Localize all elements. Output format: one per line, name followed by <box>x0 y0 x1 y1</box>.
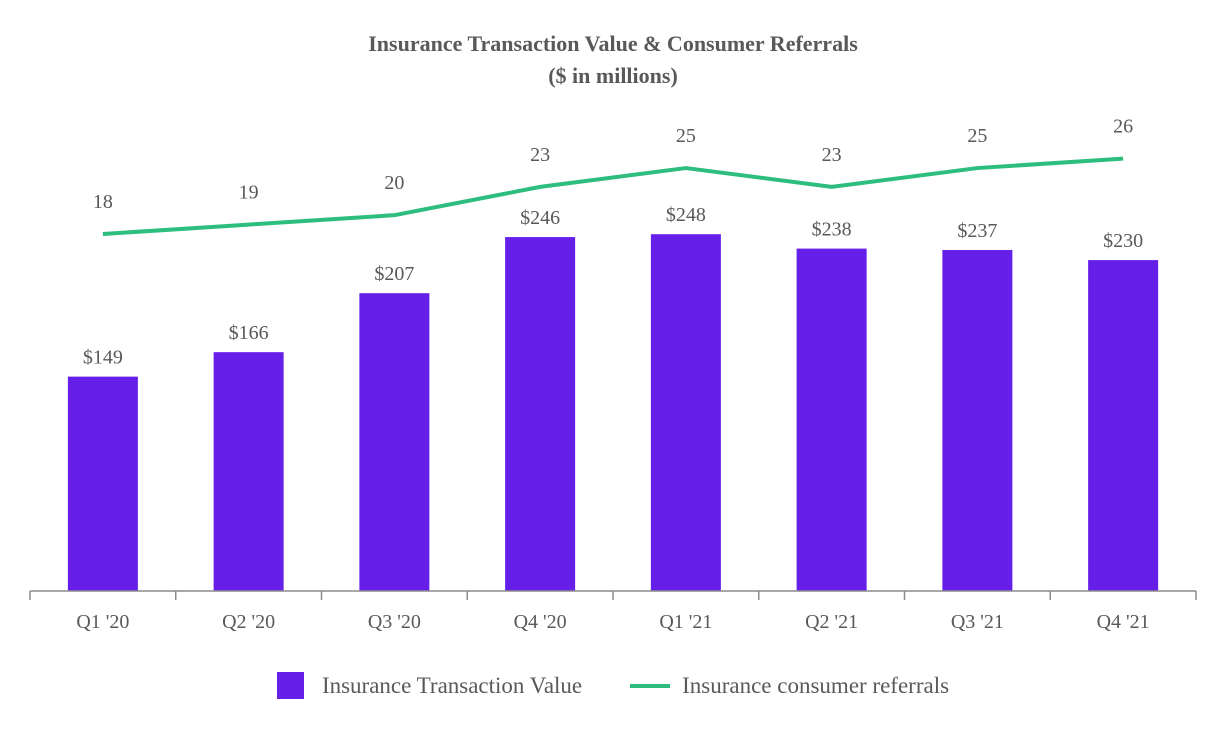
bar-data-label: $248 <box>666 204 706 226</box>
legend-label-transaction-value: Insurance Transaction Value <box>321 672 583 698</box>
bar-transaction-value <box>67 376 138 591</box>
chart-title: Insurance Transaction Value & Consumer R… <box>368 31 858 56</box>
legend-label-consumer-referrals: Insurance consumer referrals <box>682 672 950 698</box>
bars-layer: $149 $166 $207 $246 $248 $238 $237 $230 <box>67 204 1159 591</box>
bar-transaction-value <box>359 293 430 591</box>
bar-transaction-value <box>796 248 867 591</box>
bar-transaction-value <box>650 234 721 591</box>
bar-transaction-value <box>505 237 576 591</box>
bar-data-label: $149 <box>83 347 123 369</box>
bar-data-label: $237 <box>957 220 997 242</box>
bar-data-label: $238 <box>812 219 852 241</box>
bar-transaction-value <box>942 250 1013 591</box>
line-consumer-referrals <box>102 156 1124 236</box>
line-data-label: 18 <box>93 191 113 213</box>
legend: Insurance Transaction Value Insurance co… <box>0 672 1226 699</box>
legend-bar-swatch <box>276 672 304 699</box>
bar-data-label: $246 <box>520 207 560 229</box>
line-data-label: 23 <box>530 144 550 166</box>
x-tick-label: Q3 '21 <box>951 611 1004 633</box>
line-data-label: 25 <box>676 125 696 147</box>
x-tick-label: Q2 '20 <box>222 611 275 633</box>
line-data-label: 23 <box>822 144 842 166</box>
bar-data-label: $207 <box>374 263 414 285</box>
bar-transaction-value <box>1088 260 1159 591</box>
x-tick-label: Q1 '20 <box>76 611 129 633</box>
x-axis: Q1 '20 Q2 '20 Q3 '20 Q4 '20 Q1 '21 Q2 '21 Q3 '… <box>29 590 1197 633</box>
x-tick-label: Q4 '21 <box>1097 611 1150 633</box>
x-tick-label: Q4 '20 <box>514 611 567 633</box>
x-tick-label: Q1 '21 <box>659 611 712 633</box>
line-layer: 18 19 20 23 25 23 25 26 <box>93 116 1133 236</box>
line-data-label: 26 <box>1113 116 1133 138</box>
x-tick-label: Q3 '20 <box>368 611 421 633</box>
chart-title-block: Insurance Transaction Value & Consumer R… <box>0 28 1226 92</box>
line-data-label: 25 <box>967 125 987 147</box>
chart-subtitle: ($ in millions) <box>548 63 678 88</box>
bar-transaction-value <box>213 352 284 591</box>
legend-line-swatch <box>630 683 671 688</box>
legend-item-consumer-referrals: Insurance consumer referrals <box>582 673 949 699</box>
combo-chart: $149 $166 $207 $246 $248 $238 $237 $230 18 19 20 2… <box>29 116 1197 633</box>
legend-item-transaction-value: Insurance Transaction Value <box>276 672 583 699</box>
x-tick-label: Q2 '21 <box>805 611 858 633</box>
bar-data-label: $166 <box>229 322 269 344</box>
bar-data-label: $230 <box>1103 230 1143 252</box>
line-data-label: 20 <box>384 172 404 194</box>
line-data-label: 19 <box>239 182 259 204</box>
